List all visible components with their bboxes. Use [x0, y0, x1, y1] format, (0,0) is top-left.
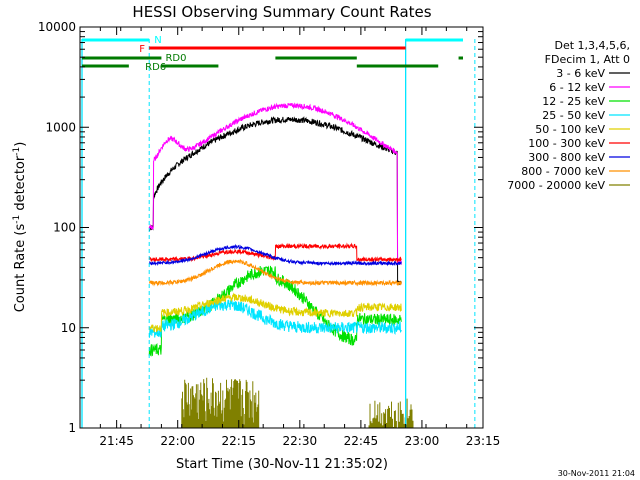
- x-axis-label: Start Time (30-Nov-11 21:35:02): [176, 457, 388, 472]
- flag-f-label: F: [139, 44, 145, 55]
- x-tick-label: 23:15: [466, 434, 501, 448]
- legend-label: 3 - 6 keV: [556, 67, 605, 80]
- x-tick-label: 23:00: [405, 434, 440, 448]
- y-tick-label: 10000: [38, 20, 76, 34]
- y-axis-label: Count Rate (s-1 detector-1): [12, 142, 28, 313]
- flag-n-label: N: [154, 35, 161, 46]
- chart-title: HESSI Observing Summary Count Rates: [132, 3, 431, 21]
- x-tick-label: 22:15: [221, 434, 256, 448]
- timestamp: 30-Nov-2011 21:04: [558, 469, 635, 478]
- series-line-3-6kev: [148, 116, 402, 286]
- y-tick-label: 10: [61, 321, 76, 335]
- plot-frame: [79, 26, 484, 429]
- legend-label: 12 - 25 keV: [542, 95, 605, 108]
- legend-label: 6 - 12 keV: [549, 81, 605, 94]
- x-tick-label: 22:30: [283, 434, 318, 448]
- legend-label: 50 - 100 keV: [535, 123, 605, 136]
- y-tick-label: 1: [68, 421, 76, 435]
- legend-header-line2: FDecim 1, Att 0: [545, 53, 630, 66]
- series-line-50-100kev: [148, 292, 402, 333]
- y-tick-label: 1000: [45, 120, 76, 134]
- legend-label: 100 - 300 keV: [528, 137, 605, 150]
- legend-label: 300 - 800 keV: [528, 151, 605, 164]
- legend-label: 800 - 7000 keV: [521, 165, 605, 178]
- legend-label: 25 - 50 keV: [542, 109, 605, 122]
- x-tick-label: 22:00: [160, 434, 195, 448]
- legend-header-line1: Det 1,3,4,5,6,: [554, 39, 630, 52]
- series-line-6-12kev: [148, 102, 402, 265]
- flag-rd6-label: RD6: [145, 62, 166, 73]
- series-line-300-800kev: [148, 243, 402, 267]
- y-tick-label: 100: [53, 221, 76, 235]
- x-tick-label: 22:45: [344, 434, 379, 448]
- legend-label: 7000 - 20000 keV: [507, 179, 605, 192]
- series-line-800-7000kev: [148, 258, 402, 287]
- x-tick-label: 21:45: [99, 434, 134, 448]
- series-line-7000-20000kev: [181, 377, 414, 428]
- flag-rd0-label: RD0: [165, 53, 186, 64]
- series-line-25-50kev: [148, 299, 402, 339]
